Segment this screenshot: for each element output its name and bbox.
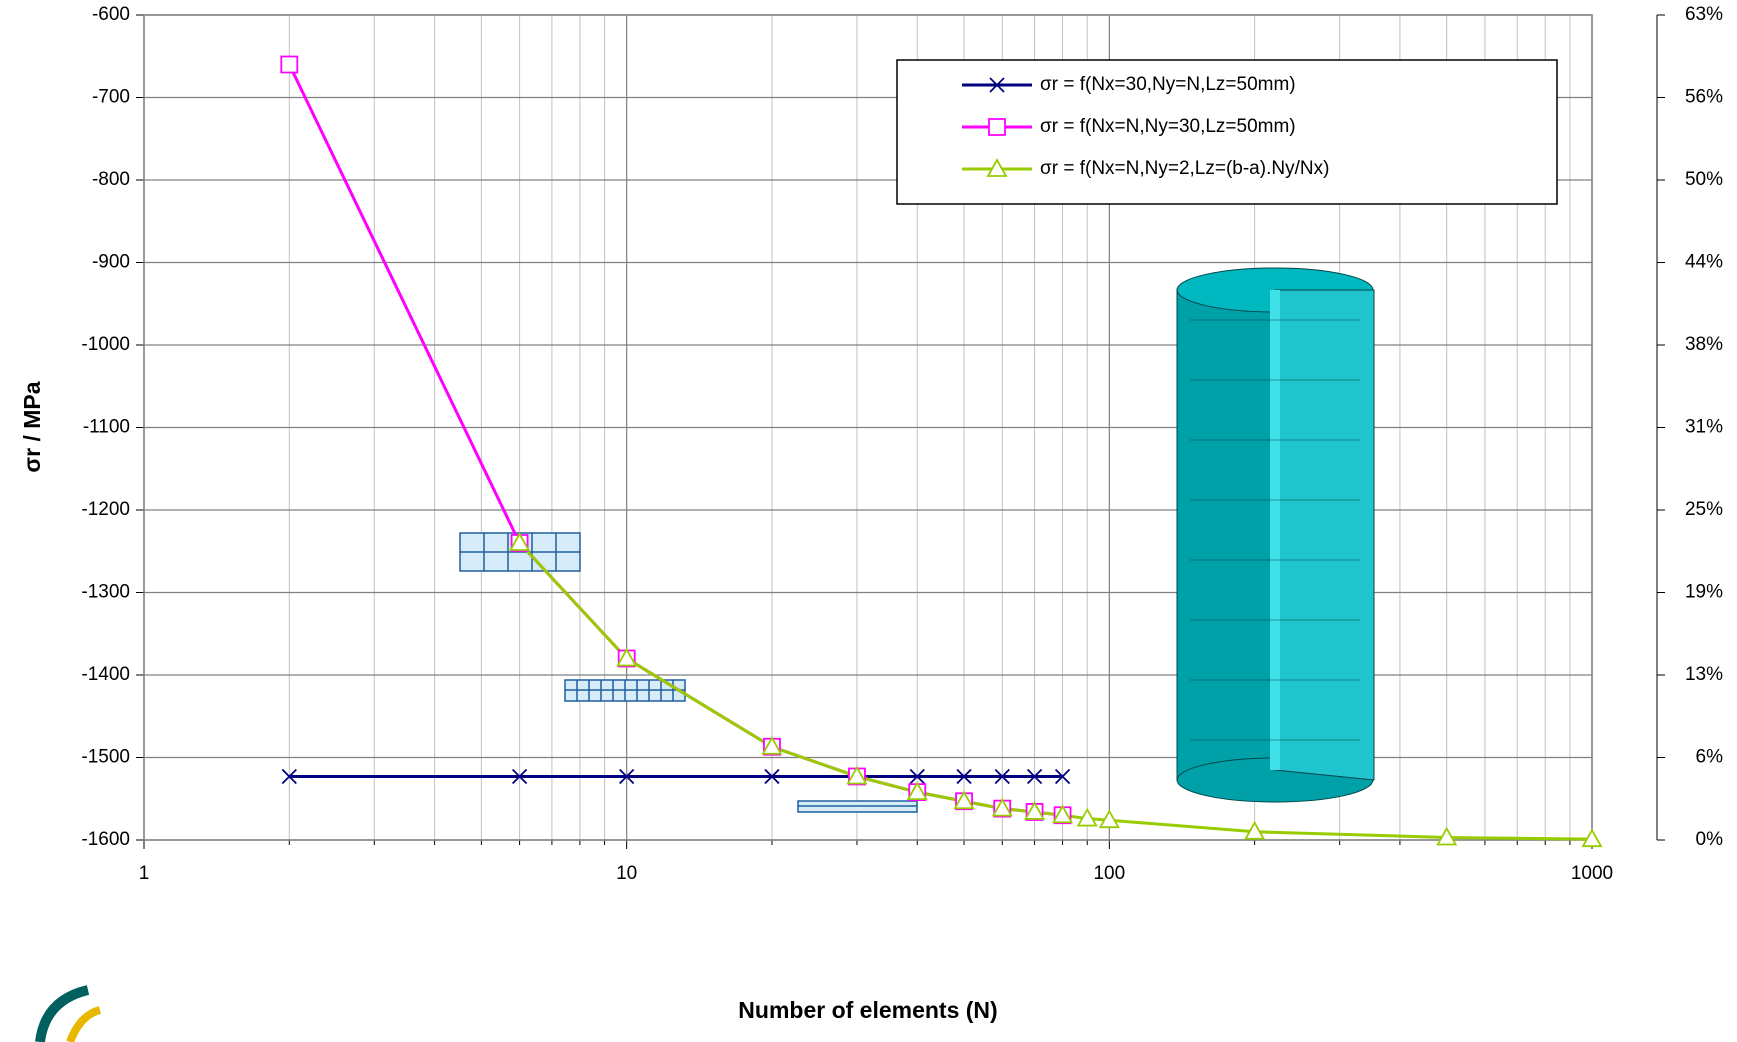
y2-tick-label: 50%	[1685, 169, 1723, 190]
y-tick-label: -700	[92, 87, 130, 108]
legend-label: σr = f(Nx=N,Ny=2,Lz=(b-a).Ny/Nx)	[1040, 158, 1329, 179]
x-tick-label: 1000	[1571, 863, 1613, 884]
marker	[281, 57, 297, 73]
x-tick-label: 1	[139, 863, 150, 884]
y-tick-label: -900	[92, 252, 130, 273]
chart: 1 10 100 1000 -1600 -1500 -1400 -1300 -1200 -1100…	[0, 0, 1737, 1042]
y2-tick-label: 56%	[1685, 87, 1723, 108]
cylinder-inset	[1177, 268, 1374, 802]
legend-label: σr = f(Nx=N,Ny=30,Lz=50mm)	[1040, 116, 1296, 137]
x-axis-title: Number of elements (N)	[738, 997, 997, 1023]
y2-tick-label: 38%	[1685, 334, 1723, 355]
legend-label: σr = f(Nx=30,Ny=N,Lz=50mm)	[1040, 74, 1296, 95]
y2-tick-label: 25%	[1685, 499, 1723, 520]
y-tick-label: -1100	[83, 417, 130, 438]
series-line	[520, 543, 1592, 839]
y-tick-label: -800	[92, 169, 130, 190]
y-axis-title: σr / MPa	[19, 381, 45, 472]
marker	[989, 119, 1005, 135]
x-tick-label: 100	[1093, 863, 1125, 884]
y-tick-label: -1300	[81, 582, 130, 603]
y2-tick-label: 63%	[1685, 4, 1723, 25]
x-tick-label: 10	[616, 863, 637, 884]
y2-tick-label: 0%	[1696, 829, 1724, 850]
y-tick-label: -1200	[81, 499, 130, 520]
y2-tick-label: 6%	[1696, 747, 1724, 768]
y2-tick-label: 13%	[1685, 664, 1723, 685]
y-tick-label: -1600	[81, 829, 130, 850]
y2-tick-label: 31%	[1685, 417, 1723, 438]
y-tick-label: -1500	[81, 747, 130, 768]
y-tick-label: -1000	[81, 334, 130, 355]
y2-tick-label: 19%	[1685, 582, 1723, 603]
y-tick-label: -600	[92, 4, 130, 25]
y-tick-label: -1400	[81, 664, 130, 685]
y2-tick-label: 44%	[1685, 252, 1723, 273]
logo	[40, 990, 100, 1042]
